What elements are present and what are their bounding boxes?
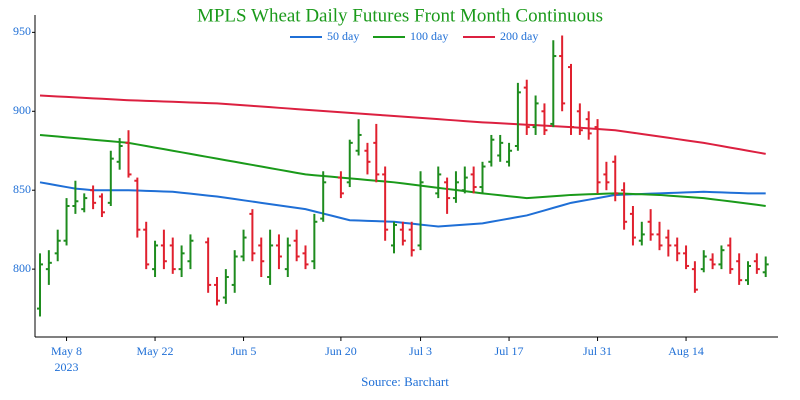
y-tick-label: 850 — [13, 182, 31, 196]
source-note: Source: Barchart — [361, 374, 449, 389]
x-tick-label: Jul 3 — [409, 344, 432, 358]
legend-label: 50 day — [327, 29, 359, 43]
x-tick-label: Jun 20 — [325, 344, 357, 358]
x-tick-label: Jun 5 — [231, 344, 257, 358]
chart-title: MPLS Wheat Daily Futures Front Month Con… — [197, 5, 603, 26]
legend-label: 200 day — [500, 29, 538, 43]
x-year-label: 2023 — [55, 360, 79, 374]
legend-label: 100 day — [410, 29, 448, 43]
moving-average-line — [39, 181, 766, 228]
moving-average-line — [39, 133, 766, 207]
x-tick-label: Jul 31 — [583, 344, 612, 358]
x-tick-label: Aug 14 — [668, 344, 704, 358]
moving-average-line — [39, 94, 766, 155]
y-tick-label: 950 — [13, 24, 31, 38]
x-tick-label: Jul 17 — [495, 344, 524, 358]
y-tick-label: 800 — [13, 261, 31, 275]
y-tick-label: 900 — [13, 103, 31, 117]
x-tick-label: May 8 — [51, 344, 82, 358]
x-tick-label: May 22 — [137, 344, 174, 358]
